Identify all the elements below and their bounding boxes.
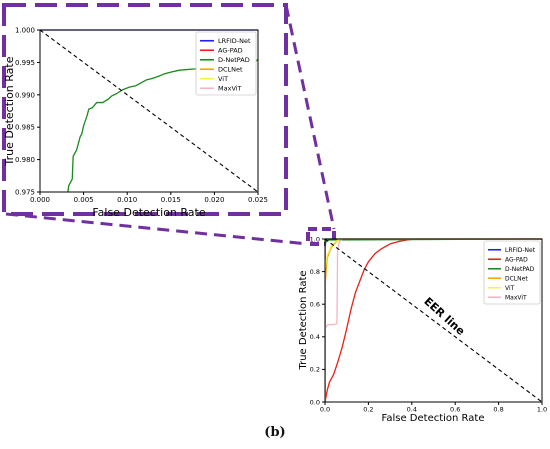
inset-legend-label-dclnet: DCLNet [218, 66, 243, 74]
main-legend-label-d-netpad: D-NetPAD [505, 266, 535, 273]
main-x-tick-label: 1.0 [537, 406, 547, 414]
inset-x-tick-label: 0.025 [248, 196, 268, 204]
main-legend-label-maxvit: MaxViT [505, 294, 527, 301]
inset-legend-label-ag-pad: AG-PAD [218, 47, 243, 55]
main-plot-frame [324, 238, 543, 403]
inset-y-tick-label: 0.990 [15, 91, 35, 99]
inset-plot: 0.000 0.005 0.010 0.015 0.020 0.025 0.975 0.980… [3, 26, 268, 219]
inset-plot-frame [39, 29, 259, 193]
callout-frame [2, 3, 288, 216]
main-x-tick-label: 0.6 [450, 406, 460, 414]
inset-eer-line [40, 29, 258, 193]
main-series-line-maxvit [325, 238, 542, 402]
inset-legend-label-lrfid-net: LRFID-Net [218, 37, 251, 45]
main-x-axis-label: False Detection Rate [382, 413, 485, 424]
figure-caption: (b) [264, 425, 286, 440]
main-y-tick-label: 0.0 [310, 398, 320, 406]
main-x-tick-label: 0.8 [493, 406, 503, 414]
main-y-tick-label: 0.6 [310, 300, 320, 308]
inset-y-tick-label: 0.975 [15, 188, 35, 196]
inset-x-tick-label: 0.020 [204, 196, 224, 204]
inset-x-tick-label: 0.010 [117, 196, 137, 204]
callout-connector-top [284, 4, 336, 230]
main-legend-label-vit: ViT [505, 285, 515, 292]
main-y-tick-label: 0.2 [310, 366, 320, 374]
main-series-line-d-netpad [325, 238, 542, 402]
main-x-tick-label: 0.2 [363, 406, 373, 414]
inset-legend-label-vit: ViT [218, 75, 228, 83]
main-legend-label-ag-pad: AG-PAD [505, 256, 528, 263]
main-y-axis-label: True Detection Rate [298, 270, 309, 370]
main-y-tick-label: 0.4 [310, 333, 320, 341]
inset-x-axis-label: False Detection Rate [92, 206, 205, 219]
inset-y-tick-label: 0.980 [15, 156, 35, 164]
inset-legend-label-maxvit: MaxViT [218, 85, 242, 93]
inset-y-tick-label: 0.995 [15, 59, 35, 67]
callout-source-box [306, 227, 336, 246]
inset-x-tick-label: 0.005 [74, 196, 94, 204]
inset-y-tick-label: 1.000 [15, 26, 35, 34]
inset-y-axis-label: True Detection Rate [3, 56, 16, 166]
main-legend-label-dclnet: DCLNet [505, 275, 528, 282]
main-plot: 0.0 0.2 0.4 0.6 0.8 1.0 0.0 0.2 0.4 0.6 0.8 1.0 Fal… [298, 235, 547, 424]
main-y-tick-label: 0.8 [310, 268, 320, 276]
main-x-tick-label: 0.4 [407, 406, 417, 414]
inset-legend-label-d-netpad: D-NetPAD [218, 56, 250, 64]
main-x-tick-label: 0.0 [320, 406, 330, 414]
zoom-callout [2, 3, 336, 246]
inset-y-tick-label: 0.985 [15, 124, 35, 132]
inset-x-tick-label: 0.015 [161, 196, 181, 204]
main-legend-label-lrfid-net: LRFID-Net [505, 247, 536, 254]
inset-x-tick-label: 0.000 [30, 196, 50, 204]
main-eer-line [325, 238, 542, 403]
main-y-tick-label: 1.0 [310, 235, 320, 243]
callout-connector-bottom [5, 212, 309, 246]
